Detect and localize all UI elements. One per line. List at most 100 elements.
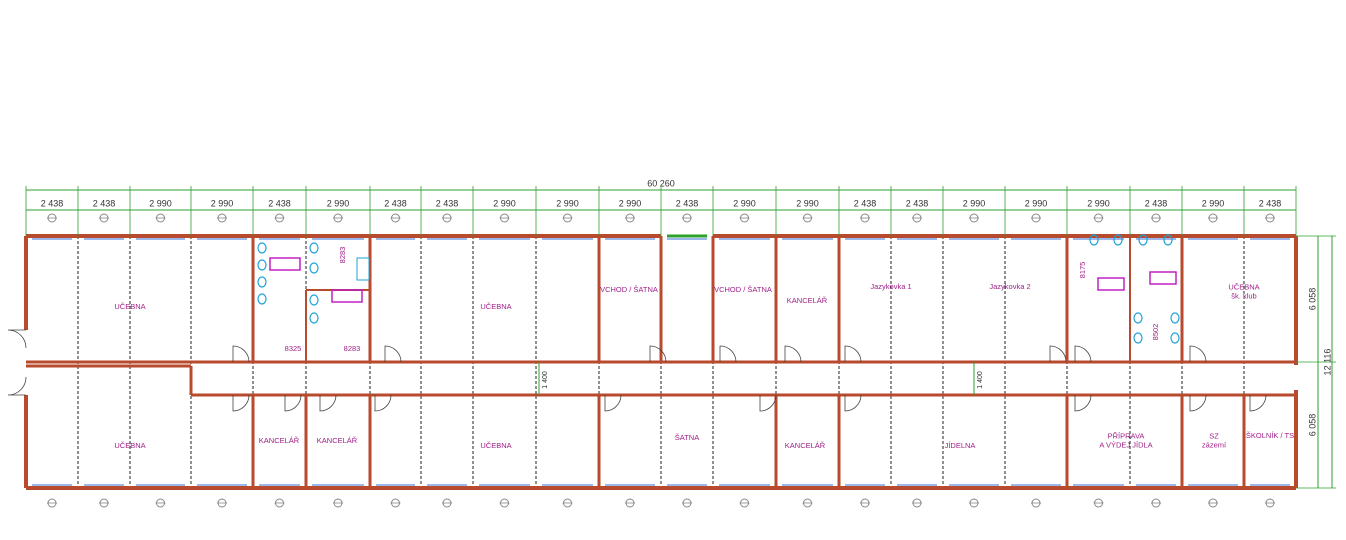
shower: [356, 257, 370, 281]
dimension-module: 2 990: [796, 198, 819, 208]
fixture: [309, 294, 319, 306]
dimension-module: 2 990: [556, 198, 579, 208]
dimension-module: 2 990: [149, 198, 172, 208]
door: [232, 394, 250, 412]
room-label: 8502: [1151, 324, 1160, 341]
fixture: [1133, 332, 1143, 344]
room-label: Jazykovka 1: [870, 282, 911, 291]
fixture: [309, 262, 319, 274]
dimension-total: 60 260: [647, 178, 675, 188]
partition: [1149, 271, 1177, 285]
dimension-module: 2 990: [1087, 198, 1110, 208]
door: [1049, 345, 1067, 363]
door: [1249, 394, 1267, 412]
room-label: 8283: [338, 247, 347, 264]
exterior-door: [7, 376, 27, 396]
door: [1074, 345, 1092, 363]
door: [1189, 345, 1207, 363]
dimension-module: 2 990: [327, 198, 350, 208]
door: [284, 394, 302, 412]
room-label: 8283: [344, 344, 361, 353]
fixture: [257, 276, 267, 288]
room-label: JÍDELNA: [945, 441, 976, 450]
corridor-dimension-label: 1 400: [542, 371, 549, 389]
dimension-module: 2 438: [1259, 198, 1282, 208]
room-label: ŠATNA: [675, 433, 699, 442]
room-label: 8175: [1078, 262, 1087, 279]
exterior-door: [7, 329, 27, 349]
dimension-module: 2 438: [436, 198, 459, 208]
dimension-module: 2 990: [619, 198, 642, 208]
corridor-dimension-label: 1 400: [977, 371, 984, 389]
partition: [269, 257, 301, 271]
room-label: UČEBNA: [480, 441, 511, 450]
room-label: KANCELÁŘ: [259, 436, 300, 445]
room-label: zázemí: [1202, 440, 1227, 449]
fixture: [1113, 234, 1123, 246]
door: [384, 345, 402, 363]
fixture: [1170, 332, 1180, 344]
partition: [1097, 277, 1125, 291]
dimension-module: 2 438: [41, 198, 64, 208]
room-label: KANCELÁŘ: [785, 441, 826, 450]
fixture: [309, 312, 319, 324]
fixture: [1089, 234, 1099, 246]
door: [784, 345, 802, 363]
room-label: UČEBNA: [1228, 282, 1259, 291]
dimension-module: 2 990: [733, 198, 756, 208]
door: [649, 345, 667, 363]
room-label: šk. klub: [1231, 291, 1256, 300]
door: [719, 345, 737, 363]
dimension-module: 2 438: [906, 198, 929, 208]
fixture: [1163, 234, 1173, 246]
fixture: [1138, 234, 1148, 246]
fixture: [257, 259, 267, 271]
door: [232, 345, 250, 363]
room-label: UČEBNA: [114, 302, 145, 311]
fixture: [1133, 312, 1143, 324]
room-label: KANCELÁŘ: [787, 296, 828, 305]
fixture: [1170, 312, 1180, 324]
door: [844, 394, 862, 412]
dimension-module: 2 438: [1145, 198, 1168, 208]
door: [604, 394, 622, 412]
door: [319, 394, 337, 412]
dimension-depth: 12 116: [1322, 349, 1332, 376]
dimension-depth: 6 058: [1307, 414, 1317, 437]
room-label: 8325: [285, 344, 302, 353]
room-label: ŠKOLNÍK / TS: [1246, 431, 1294, 440]
room-label: PŘÍPRAVA: [1108, 431, 1145, 440]
door: [759, 394, 777, 412]
room-label: UČEBNA: [114, 441, 145, 450]
dimension-module: 2 990: [493, 198, 516, 208]
room-label: A VÝDEJ JÍDLA: [1099, 440, 1152, 449]
room-label: SZ: [1209, 431, 1219, 440]
room-label: UČEBNA: [480, 302, 511, 311]
dimension-depth: 6 058: [1307, 288, 1317, 311]
door: [1074, 394, 1092, 412]
door: [1189, 394, 1207, 412]
dimension-module: 2 990: [211, 198, 234, 208]
dimension-module: 2 438: [268, 198, 291, 208]
room-label: VCHOD / ŠATNA: [714, 285, 772, 294]
room-label: VCHOD / ŠATNA: [600, 285, 658, 294]
door: [374, 394, 392, 412]
dimension-module: 2 990: [963, 198, 986, 208]
dimension-module: 2 990: [1202, 198, 1225, 208]
fixture: [257, 242, 267, 254]
dimension-module: 2 438: [384, 198, 407, 208]
room-label: KANCELÁŘ: [317, 436, 358, 445]
room-label: Jazykovka 2: [989, 282, 1030, 291]
dimension-module: 2 990: [1025, 198, 1048, 208]
fixture: [309, 242, 319, 254]
plan-layer: UČEBNA UČEBNA 8325 8283 8283 UČEBNA VCHOD / ŠA…: [7, 178, 1336, 508]
partition: [331, 289, 363, 303]
door: [844, 345, 862, 363]
dimension-module: 2 438: [93, 198, 116, 208]
dimension-module: 2 438: [854, 198, 877, 208]
fixture: [257, 293, 267, 305]
dimension-module: 2 438: [676, 198, 699, 208]
